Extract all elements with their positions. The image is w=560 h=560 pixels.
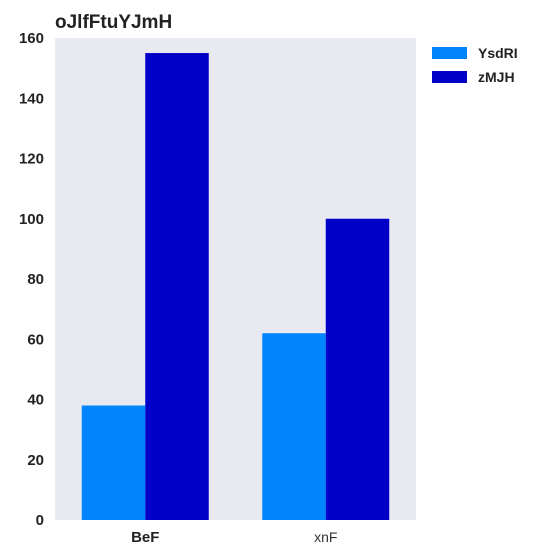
bar-zMJH-xnF	[325, 218, 390, 520]
chart-title: oJlfFtuYJmH	[55, 12, 172, 33]
y-tick-label: 120	[19, 151, 44, 168]
bar-YsdRI-xnF	[262, 333, 326, 520]
x-tick-label: xnF	[314, 529, 337, 545]
y-axis-ticks: 0 20 40 60 80 100 120 140 160	[19, 30, 44, 529]
bar-YsdRI-BeF	[81, 405, 146, 520]
y-tick-label: 140	[19, 90, 44, 107]
y-tick-label: 60	[27, 331, 44, 348]
legend: YsdRI zMJH	[432, 45, 518, 85]
legend-swatch	[432, 71, 467, 83]
bar-zMJH-BeF	[145, 53, 209, 520]
legend-label: YsdRI	[478, 45, 518, 61]
y-tick-label: 160	[19, 30, 44, 47]
x-axis-ticks: BeF xnF	[131, 529, 337, 546]
bars-layer	[81, 53, 390, 520]
x-tick-label: BeF	[131, 529, 159, 546]
y-tick-label: 0	[36, 512, 44, 529]
legend-swatch	[432, 47, 467, 59]
y-tick-label: 80	[27, 271, 44, 288]
legend-label: zMJH	[478, 69, 515, 85]
y-tick-label: 40	[27, 392, 44, 409]
y-tick-label: 100	[19, 211, 44, 228]
y-tick-label: 20	[27, 452, 44, 469]
